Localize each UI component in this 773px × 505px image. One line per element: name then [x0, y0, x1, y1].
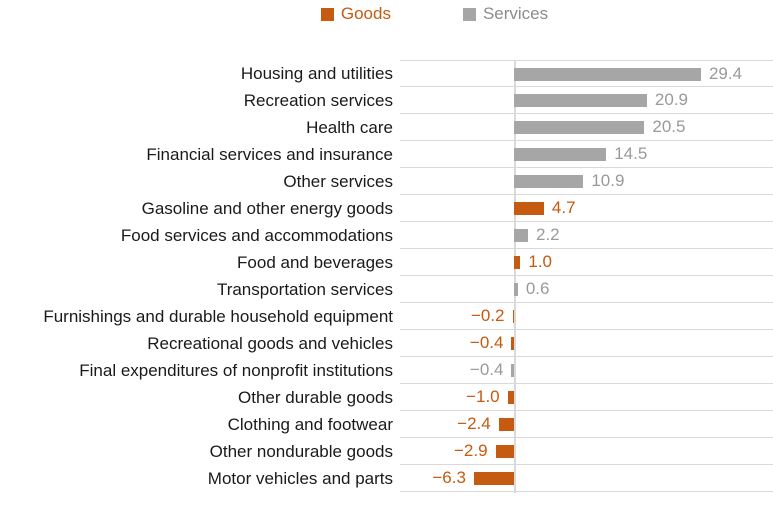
chart-row: Financial services and insurance 14.5 — [0, 141, 773, 168]
value-label: −2.9 — [453, 441, 488, 460]
category-label: Final expenditures of nonprofit institut… — [79, 361, 393, 380]
bar-goods — [512, 310, 514, 323]
chart-row: Transportation services 0.6 — [0, 276, 773, 303]
value-label: 29.4 — [708, 64, 743, 83]
value-label: 0.6 — [525, 279, 550, 298]
plot-area-row: −1.0 — [400, 384, 773, 411]
plot-area-row: 10.9 — [400, 168, 773, 195]
value-label: −1.0 — [466, 387, 500, 406]
plot-area-row: 4.7 — [400, 195, 773, 222]
chart-row: Housing and utilities 29.4 — [0, 60, 773, 87]
plot-area-row: 0.6 — [400, 276, 773, 303]
category-label: Other nondurable goods — [209, 442, 393, 461]
chart-row: Health care 20.5 — [0, 114, 773, 141]
value-label: 10.9 — [591, 171, 625, 190]
bar-services — [511, 364, 514, 377]
category-label: Clothing and footwear — [227, 415, 393, 434]
value-label: −6.3 — [432, 468, 466, 487]
legend-item-goods: Goods — [320, 4, 391, 24]
category-label: Recreational goods and vehicles — [147, 334, 393, 353]
bar-goods — [511, 337, 514, 350]
legend-label-services: Services — [482, 4, 549, 23]
chart-row: Other nondurable goods −2.9 — [0, 438, 773, 465]
value-label: 20.5 — [652, 117, 686, 136]
bar-goods — [507, 391, 514, 404]
chart-row: Other durable goods −1.0 — [0, 384, 773, 411]
category-label: Recreation services — [243, 91, 393, 110]
value-label: −0.4 — [469, 360, 504, 379]
bar-goods — [473, 472, 514, 485]
chart-row: Clothing and footwear −2.4 — [0, 411, 773, 438]
plot-area-row: −0.4 — [400, 330, 773, 357]
chart-legend: Goods Services — [0, 2, 773, 26]
category-label: Health care — [306, 118, 393, 137]
value-label: 14.5 — [614, 144, 648, 163]
plot-area-row: −2.4 — [400, 411, 773, 438]
bar-goods — [514, 256, 521, 269]
plot-area-row: −0.2 — [400, 303, 773, 330]
category-label: Motor vehicles and parts — [207, 469, 393, 488]
bar-goods — [514, 202, 544, 215]
chart-row: Final expenditures of nonprofit institut… — [0, 357, 773, 384]
bar-goods — [498, 418, 514, 431]
chart-row: Furnishings and durable household equipm… — [0, 303, 773, 330]
services-swatch-icon — [462, 7, 476, 21]
chart-row: Gasoline and other energy goods 4.7 — [0, 195, 773, 222]
category-label: Furnishings and durable household equipm… — [43, 307, 393, 326]
value-label: 2.2 — [535, 225, 560, 244]
plot-area-row: 2.2 — [400, 222, 773, 249]
category-label: Transportation services — [216, 280, 393, 299]
bar-services — [514, 175, 584, 188]
legend-item-services: Services — [462, 4, 549, 24]
chart-row: Recreation services 20.9 — [0, 87, 773, 114]
zero-axis-line — [514, 60, 516, 493]
bar-services — [514, 283, 518, 296]
category-label: Food and beverages — [237, 253, 393, 272]
plot-area-row: −6.3 — [400, 465, 773, 492]
category-label: Gasoline and other energy goods — [141, 199, 393, 218]
chart-row: Recreational goods and vehicles −0.4 — [0, 330, 773, 357]
bar-services — [514, 68, 701, 81]
value-label: −2.4 — [457, 414, 491, 433]
plot-area-row: 20.9 — [400, 87, 773, 114]
chart-row: Food services and accommodations 2.2 — [0, 222, 773, 249]
value-label: −0.4 — [469, 333, 504, 352]
value-label: −0.2 — [470, 306, 505, 325]
bar-services — [514, 148, 607, 161]
plot-area-row: −0.4 — [400, 357, 773, 384]
category-label: Food services and accommodations — [120, 226, 393, 245]
category-label: Other services — [283, 172, 393, 191]
category-label: Financial services and insurance — [146, 145, 393, 164]
plot-area-row: −2.9 — [400, 438, 773, 465]
value-label: 20.9 — [654, 90, 689, 109]
bar-services — [514, 229, 528, 242]
goods-swatch-icon — [320, 7, 334, 21]
category-label: Housing and utilities — [240, 64, 393, 83]
legend-label-goods: Goods — [340, 4, 391, 23]
bar-chart: Housing and utilities 29.4 Recreation serv… — [0, 60, 773, 492]
bar-goods — [495, 445, 514, 458]
chart-row: Motor vehicles and parts −6.3 — [0, 465, 773, 492]
plot-area-row: 1.0 — [400, 249, 773, 276]
plot-area-row: 29.4 — [400, 60, 773, 87]
bar-services — [514, 121, 645, 134]
bar-services — [514, 94, 647, 107]
value-label: 1.0 — [528, 252, 552, 271]
value-label: 4.7 — [551, 198, 576, 217]
chart-row: Other services 10.9 — [0, 168, 773, 195]
category-label: Other durable goods — [238, 388, 393, 407]
plot-area-row: 14.5 — [400, 141, 773, 168]
chart-row: Food and beverages 1.0 — [0, 249, 773, 276]
plot-area-row: 20.5 — [400, 114, 773, 141]
